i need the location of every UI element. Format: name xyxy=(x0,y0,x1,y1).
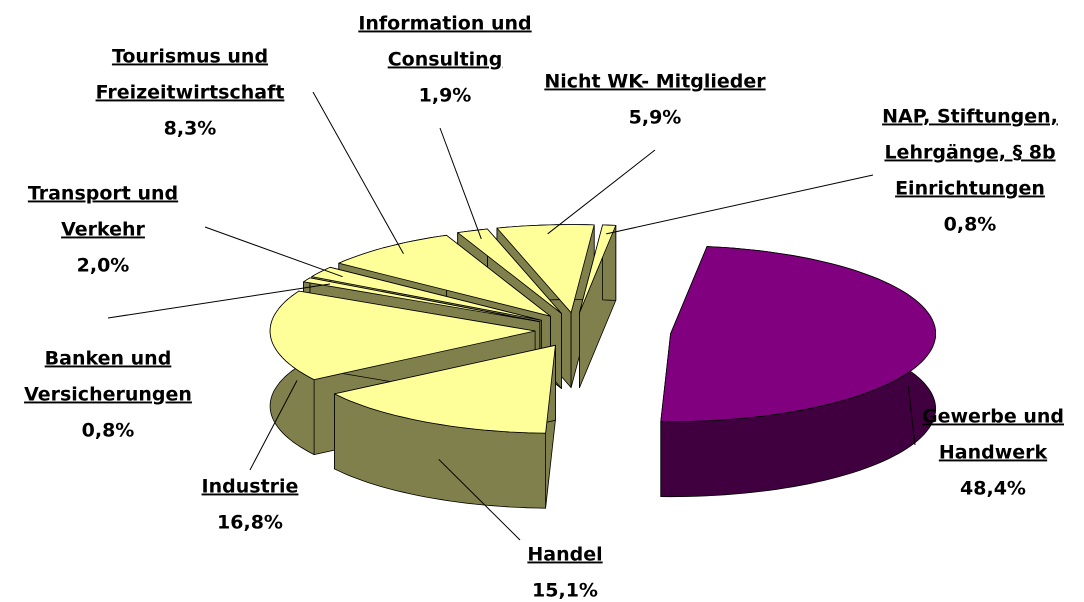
category-label: Handwerk xyxy=(939,442,1048,464)
category-label: Gewerbe und xyxy=(922,406,1064,428)
leader-line xyxy=(204,226,343,278)
category-label: Consulting xyxy=(388,49,503,71)
category-label: Tourismus und xyxy=(112,46,268,68)
category-label: Transport und xyxy=(28,183,178,205)
category-label: Freizeitwirtschaft xyxy=(96,82,285,104)
value-label: 8,3% xyxy=(164,118,217,140)
value-label: 0,8% xyxy=(82,420,135,442)
category-label: NAP, Stiftungen, xyxy=(882,106,1058,128)
category-label: Versicherungen xyxy=(24,384,192,406)
leader-line xyxy=(249,380,298,471)
leader-line xyxy=(107,283,331,319)
category-label: Verkehr xyxy=(61,219,145,241)
category-label: Nicht WK- Mitglieder xyxy=(544,71,766,93)
slice-top xyxy=(579,224,617,314)
leader-line xyxy=(312,91,404,255)
category-label: Industrie xyxy=(202,476,299,498)
value-label: 15,1% xyxy=(532,580,598,602)
value-label: 2,0% xyxy=(77,255,130,277)
slice-top xyxy=(303,277,541,323)
value-label: 1,9% xyxy=(419,85,472,107)
slice-top xyxy=(338,234,551,317)
leader-line xyxy=(907,385,916,446)
leader-line xyxy=(606,174,874,235)
category-label: Banken und xyxy=(45,348,172,370)
leader-line xyxy=(547,149,656,235)
category-label: Lehrgänge, § 8b xyxy=(884,142,1055,164)
value-label: 5,9% xyxy=(629,107,682,129)
value-label: 48,4% xyxy=(960,478,1026,500)
slice-top xyxy=(269,290,536,381)
slice-top xyxy=(660,246,936,423)
category-label: Information und xyxy=(358,13,531,35)
slice-top xyxy=(334,344,556,434)
value-label: 0,8% xyxy=(944,214,997,236)
slice-top xyxy=(496,224,595,314)
category-label: Einrichtungen xyxy=(895,178,1045,200)
slice-top xyxy=(457,228,562,314)
leader-line xyxy=(438,458,521,541)
value-label: 16,8% xyxy=(217,512,283,534)
category-label: Handel xyxy=(527,544,602,566)
slice-top xyxy=(311,266,542,321)
leader-line xyxy=(439,127,482,240)
